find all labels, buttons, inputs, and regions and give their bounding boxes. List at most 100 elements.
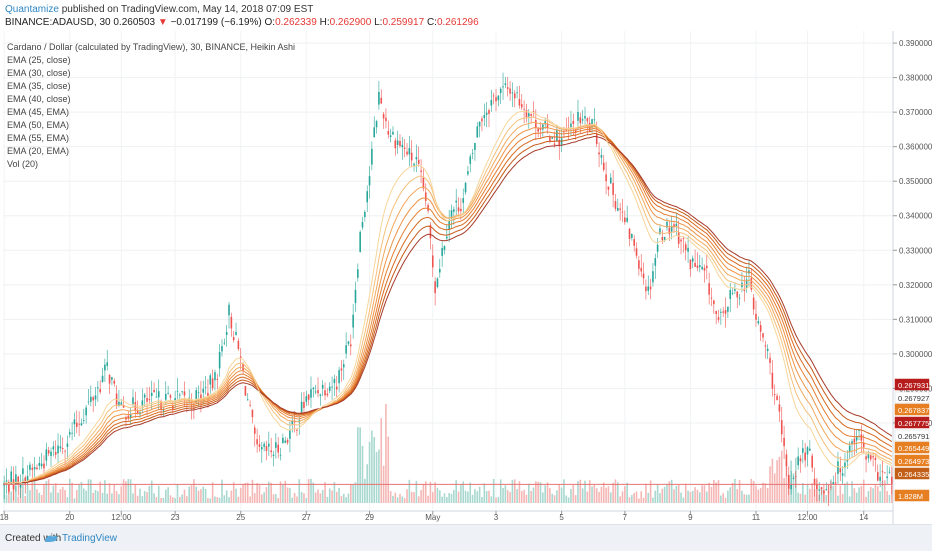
legend-ema-55[interactable]: EMA (55, EMA) (7, 133, 69, 143)
volume-bar (633, 492, 635, 503)
legend-ema-50[interactable]: EMA (50, EMA) (7, 120, 69, 130)
volume-bar (628, 497, 631, 503)
candle-body (844, 462, 846, 468)
volume-bar (420, 489, 422, 503)
change-value: −0.017199 (−6.19%) (170, 17, 262, 28)
ema-line-50 (4, 132, 893, 484)
volume-bar (481, 497, 483, 503)
price-chart[interactable]: Cardano / Dollar (calculated by TradingV… (0, 31, 932, 524)
volume-bar (563, 479, 565, 503)
volume-bar (371, 430, 373, 503)
candle-body (181, 391, 183, 393)
volume-bar (570, 489, 572, 503)
candle-body (378, 92, 380, 105)
candle-body (328, 386, 331, 391)
volume-bar (94, 489, 97, 503)
volume-bar (799, 493, 802, 503)
candle-body (771, 372, 774, 389)
candle-body (115, 393, 118, 405)
volume-bar (99, 481, 101, 503)
candle-body (813, 478, 816, 486)
volume-bar (204, 489, 207, 503)
volume-bar (780, 450, 783, 503)
x-tick-label: 9 (688, 513, 693, 522)
volume-bar (436, 487, 439, 503)
candle-body (523, 108, 525, 110)
candles (3, 72, 893, 507)
volume-bar (331, 490, 333, 503)
candle-body (450, 210, 453, 219)
candle-body (410, 152, 413, 161)
volume-bar (380, 418, 383, 503)
legend-ema-35[interactable]: EMA (35, close) (7, 81, 71, 91)
legend-ema-25[interactable]: EMA (25, close) (7, 55, 71, 65)
low-label: L: (374, 17, 383, 28)
candle-body (424, 192, 427, 201)
volume-bar (354, 482, 357, 503)
volume-bar (261, 494, 263, 503)
price-badge-label: 0.267931 (898, 381, 929, 390)
volume-bar (47, 479, 50, 503)
candle-body (453, 209, 455, 212)
candle-body (478, 121, 481, 127)
candle-body (54, 452, 57, 455)
volume-bar (797, 492, 799, 503)
x-tick-label: 29 (365, 513, 374, 522)
legend-volume[interactable]: Vol (20) (7, 159, 38, 169)
volume-bar (193, 479, 195, 503)
price-axis[interactable]: 0.390000 0.380000 0.370000 0.360000 0.350000… (892, 31, 932, 524)
candle-body (73, 419, 76, 425)
candle-body (457, 207, 460, 212)
x-tick-label: 7 (623, 513, 628, 522)
author-link[interactable]: Quantamize (5, 4, 59, 15)
volume-bar (764, 483, 767, 503)
time-axis[interactable]: 18 20 12:00 23 25 27 29 May 3 5 7 9 11 12:00 14 (0, 510, 893, 522)
legend-ema-40[interactable]: EMA (40, close) (7, 94, 71, 104)
legend-ema-20[interactable]: EMA (20, EMA) (7, 146, 69, 156)
volume-bar (467, 491, 469, 503)
open-value: 0.262339 (275, 17, 317, 28)
candle-body (659, 228, 661, 234)
volume-bar (202, 486, 205, 503)
volume-bar (652, 497, 654, 503)
candle-body (785, 454, 788, 467)
candle-body (572, 120, 575, 125)
volume-bar (513, 479, 516, 503)
candle-body (722, 311, 724, 313)
volume-bar (291, 497, 294, 503)
candle-body (284, 440, 287, 443)
candle-body (649, 286, 652, 290)
candle-body (8, 482, 10, 492)
volume-bar (748, 494, 750, 503)
volume-bar (506, 490, 509, 503)
candle-body (668, 227, 671, 235)
legend-ema-30[interactable]: EMA (30, close) (7, 68, 71, 78)
volume-bar (471, 494, 474, 503)
volume-bar (443, 493, 446, 503)
tradingview-link[interactable]: TradingView (62, 533, 118, 544)
volume-bar (553, 495, 556, 503)
candle-body (633, 239, 635, 246)
volume-bar (591, 486, 593, 503)
candle-body (884, 472, 886, 474)
candle-body (279, 454, 282, 456)
candle-body (703, 267, 706, 271)
candle-body (605, 174, 607, 182)
candle-body (85, 407, 87, 416)
candle-body (120, 402, 123, 405)
candle-body (61, 448, 64, 450)
legend-ema-45[interactable]: EMA (45, EMA) (7, 107, 69, 117)
candle-body (656, 244, 659, 252)
volume-bar (172, 497, 174, 503)
candle-body (207, 392, 209, 396)
volume-bar (373, 437, 376, 503)
candle-body (150, 392, 153, 396)
candle-body (99, 389, 101, 393)
candle-body (778, 404, 781, 412)
candle-body (511, 92, 514, 94)
x-tick-label: 12:00 (797, 513, 818, 522)
volume-bar (549, 487, 551, 503)
candle-body (546, 123, 549, 128)
volume-bar (535, 481, 537, 503)
candle-body (628, 228, 631, 239)
